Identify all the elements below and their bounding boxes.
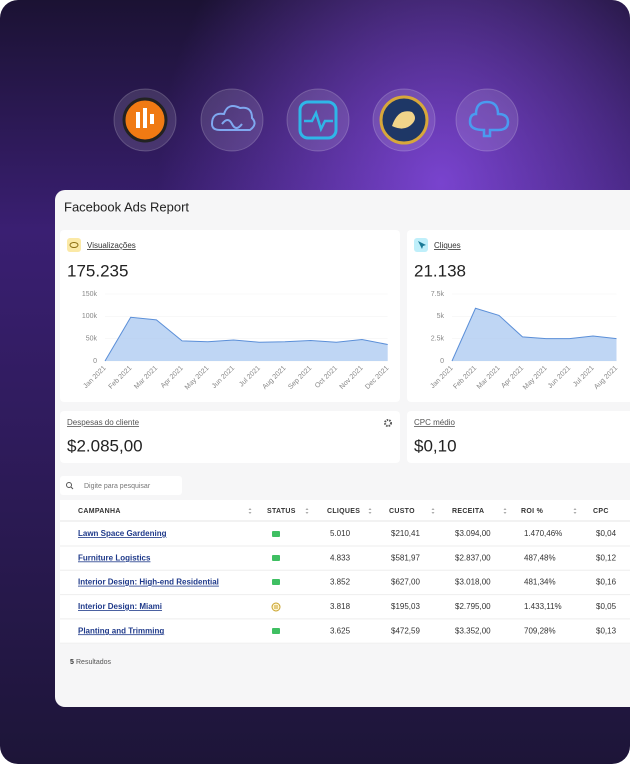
y-tick-label: 50k <box>86 336 98 343</box>
table-cell: $0,13 <box>596 626 617 635</box>
table-cell: 5.010 <box>330 529 351 538</box>
column-header: ROI % <box>521 508 544 515</box>
table-cell: $0,05 <box>596 602 617 611</box>
y-tick-label: 0 <box>440 358 444 365</box>
y-tick-label: 150k <box>82 291 98 298</box>
line <box>451 307 617 362</box>
table-cell: 1.433,11% <box>524 602 562 611</box>
campaign-link[interactable]: Lawn Space Gardening <box>78 529 167 538</box>
table-cell: $627,00 <box>391 578 420 587</box>
table-cell: $3.352,00 <box>455 626 491 635</box>
column-header: CUSTO <box>389 508 415 515</box>
column-header: CPC <box>593 508 609 515</box>
metric-value: $2.085,00 <box>67 436 143 455</box>
status-paused <box>271 602 281 612</box>
table-cell: 481,34% <box>524 578 556 587</box>
table-cell: 709,28% <box>524 626 556 635</box>
area <box>105 317 388 361</box>
table-body: CAMPANHA STATUS CLIQUES CUSTO RECEITA ROI % CP… <box>60 508 630 644</box>
y-tick-label: 5k <box>437 313 445 320</box>
metric-value: 21.138 <box>414 261 466 280</box>
metric-icon <box>67 238 81 252</box>
status-active <box>272 555 280 561</box>
column-header: CAMPANHA <box>78 508 121 515</box>
search-placeholder: Digite para pesquisar <box>84 483 151 490</box>
sort-icon <box>248 508 252 514</box>
table-cell: 1.470,46% <box>524 529 562 538</box>
column-header: STATUS <box>267 508 296 515</box>
search-icon <box>70 486 74 490</box>
table-cell: 487,48% <box>524 553 556 562</box>
app-icon[interactable] <box>286 88 350 152</box>
table-cell: $472,59 <box>391 626 420 635</box>
column-header: RECEITA <box>452 508 484 515</box>
table-cell: $2.837,00 <box>455 553 491 562</box>
campaign-link[interactable]: Interior Design: High-end Residential <box>78 578 219 587</box>
status-active <box>272 628 280 634</box>
report-title: Facebook Ads Report <box>64 199 189 214</box>
report: Facebook Ads Report Visualizações 175.23… <box>55 190 630 707</box>
campaign-link[interactable]: Interior Design: Miami <box>78 602 162 611</box>
table-cell: $210,41 <box>391 529 420 538</box>
metric-label: Visualizações <box>87 241 136 250</box>
metric-label: Despesas do cliente <box>67 418 140 427</box>
y-tick-label: 2.5k <box>431 336 445 343</box>
line <box>104 316 388 362</box>
metric-card <box>407 411 630 463</box>
sort-icon <box>573 508 577 514</box>
result-text: Resultados <box>76 659 112 666</box>
search-box[interactable] <box>60 476 182 495</box>
settings-icon[interactable] <box>384 419 392 427</box>
column-header: CLIQUES <box>327 508 360 515</box>
table-cell: $3.018,00 <box>455 578 491 587</box>
status-active <box>272 531 280 537</box>
table-cell: 3.625 <box>330 626 351 635</box>
metric-value: 175.235 <box>67 261 128 280</box>
table-cell: $0,16 <box>596 578 617 587</box>
sort-icon <box>431 508 435 514</box>
y-tick-label: 7.5k <box>431 291 445 298</box>
y-tick-label: 100k <box>82 313 98 320</box>
metric-icon <box>69 242 79 248</box>
result-count: 5 <box>70 659 74 666</box>
table-cell: $3.094,00 <box>455 529 491 538</box>
table-cell: $0,04 <box>596 529 617 538</box>
metric-card <box>60 411 400 463</box>
metric-icon <box>418 241 426 249</box>
campaign-link[interactable]: Planting and Trimming <box>78 626 164 635</box>
app-icon[interactable] <box>455 88 519 152</box>
app-icon[interactable] <box>372 88 436 152</box>
metric-label: Cliques <box>434 241 461 250</box>
app-icon[interactable] <box>200 88 264 152</box>
search-icon <box>66 482 72 488</box>
y-tick-label: 0 <box>93 358 97 365</box>
table-cell: $581,97 <box>391 553 420 562</box>
metric-value: $0,10 <box>414 436 457 455</box>
sort-icon <box>305 508 309 514</box>
table-cell: 4.833 <box>330 553 351 562</box>
table-cell: $0,12 <box>596 553 617 562</box>
table-cell: 3.818 <box>330 602 351 611</box>
sort-icon <box>368 508 372 514</box>
table-cell: $2.795,00 <box>455 602 491 611</box>
table <box>60 500 630 644</box>
table-cell: 3.852 <box>330 578 351 587</box>
status-active <box>272 579 280 585</box>
sort-icon <box>503 508 507 514</box>
area <box>452 308 617 361</box>
app-icons <box>113 88 519 152</box>
table-cell: $195,03 <box>391 602 420 611</box>
status-icons <box>271 531 281 634</box>
app-icon[interactable] <box>113 88 177 152</box>
campaign-link[interactable]: Furniture Logistics <box>78 553 151 562</box>
metric-label: CPC médio <box>414 418 455 427</box>
